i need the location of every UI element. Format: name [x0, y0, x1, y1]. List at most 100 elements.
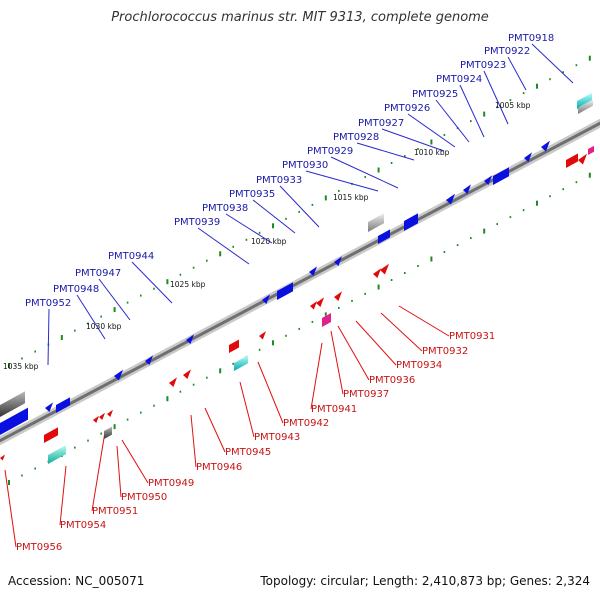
reverse-gene-arrow[interactable] [316, 297, 324, 307]
reverse-gene-label[interactable]: PMT0946 [196, 462, 242, 473]
reverse-gene-arrow[interactable] [107, 409, 113, 417]
reverse-gene-arrow[interactable] [373, 268, 381, 278]
forward-gene-label[interactable]: PMT0935 [229, 189, 275, 200]
rna-feature-block[interactable] [577, 92, 592, 109]
pseudo-gene-block[interactable] [578, 99, 593, 114]
forward-gene-labels: PMT0918 PMT0922 PMT0923 PMT0924 PMT0925 PMT09… [25, 33, 554, 309]
reverse-gene-arrow[interactable] [578, 153, 587, 165]
reverse-gene-arrow[interactable] [259, 331, 266, 340]
reverse-gene-label[interactable]: PMT0945 [225, 447, 271, 458]
forward-gene-arrow[interactable] [262, 294, 270, 304]
lower-tick [390, 279, 393, 281]
reverse-gene-label[interactable]: PMT0941 [311, 404, 357, 415]
forward-gene-block[interactable] [493, 167, 509, 185]
upper-tick [8, 363, 10, 368]
reverse-gene-block[interactable] [566, 153, 578, 168]
forward-gene-block[interactable] [56, 397, 70, 413]
reverse-gene-arrow[interactable] [310, 301, 317, 310]
kbp-label: 1005 kbp [495, 101, 531, 110]
reverse-gene-arrow[interactable] [93, 415, 99, 423]
forward-gene-label[interactable]: PMT0926 [384, 103, 430, 114]
reverse-gene-arrow[interactable] [0, 454, 5, 461]
rna-feature-block[interactable] [234, 355, 248, 371]
reverse-gene-arrow[interactable] [380, 263, 389, 275]
forward-gene-label[interactable]: PMT0939 [174, 217, 220, 228]
reverse-gene-label[interactable]: PMT0932 [422, 346, 468, 357]
forward-gene-arrow[interactable] [484, 175, 492, 185]
reverse-gene-label[interactable]: PMT0931 [449, 331, 495, 342]
lower-tick [206, 376, 208, 379]
forward-gene-label[interactable]: PMT0933 [256, 175, 302, 186]
forward-gene-arrow[interactable] [114, 369, 123, 381]
forward-gene-block[interactable] [0, 407, 28, 435]
forward-gene-label[interactable]: PMT0947 [75, 268, 121, 279]
lower-tick [126, 418, 129, 421]
reverse-gene-label[interactable]: PMT0954 [60, 520, 106, 531]
pseudo-gene-block[interactable] [368, 213, 384, 232]
forward-connector [381, 128, 445, 152]
lower-tick [74, 446, 76, 449]
kbp-label: 1030 kbp [86, 322, 122, 331]
reverse-gene-label[interactable]: PMT0956 [16, 542, 62, 553]
forward-gene-block[interactable] [404, 213, 418, 231]
forward-connector [279, 185, 320, 228]
upper-tick [549, 78, 551, 81]
forward-gene-label[interactable]: PMT0938 [202, 203, 248, 214]
reverse-gene-block[interactable] [44, 427, 58, 443]
forward-gene-arrow[interactable] [309, 266, 317, 276]
reverse-connector [91, 431, 106, 512]
reverse-connector [59, 465, 67, 526]
forward-gene-block[interactable] [277, 282, 293, 300]
lower-tick [483, 228, 486, 234]
upper-tick [575, 64, 578, 67]
forward-gene-label[interactable]: PMT0924 [436, 74, 482, 85]
forward-gene-label[interactable]: PMT0929 [307, 146, 353, 157]
reverse-gene-label[interactable]: PMT0943 [254, 432, 300, 443]
lower-tick [364, 292, 366, 295]
forward-gene-block[interactable] [378, 229, 390, 244]
reverse-gene-label[interactable]: PMT0949 [148, 478, 194, 489]
forward-gene-arrow[interactable] [186, 334, 194, 344]
forward-gene-label[interactable]: PMT0948 [53, 284, 99, 295]
forward-gene-arrow[interactable] [524, 152, 532, 162]
reverse-gene-arrow[interactable] [334, 291, 342, 301]
forward-gene-label[interactable]: PMT0952 [25, 298, 71, 309]
reverse-gene-label[interactable]: PMT0950 [121, 492, 167, 503]
forward-gene-block-top [493, 164, 513, 176]
forward-gene-label[interactable]: PMT0944 [108, 251, 154, 262]
forward-gene-arrow[interactable] [45, 402, 53, 412]
reverse-gene-block[interactable] [229, 339, 239, 354]
reverse-gene-label[interactable]: PMT0936 [369, 375, 415, 386]
reverse-connector [355, 320, 397, 366]
forward-gene-label[interactable]: PMT0922 [484, 46, 530, 57]
gene-features [0, 89, 598, 464]
reverse-gene-arrow[interactable] [183, 369, 191, 379]
reverse-gene-block[interactable] [322, 313, 331, 327]
forward-gene-label[interactable]: PMT0928 [333, 132, 379, 143]
reverse-gene-arrow[interactable] [99, 412, 105, 420]
forward-gene-label[interactable]: PMT0923 [460, 60, 506, 71]
forward-gene-arrow[interactable] [145, 355, 153, 365]
forward-gene-label[interactable]: PMT0925 [412, 89, 458, 100]
pseudo-gene-block[interactable] [0, 391, 25, 417]
reverse-gene-label[interactable]: PMT0951 [92, 506, 138, 517]
reverse-gene-block[interactable] [588, 145, 594, 155]
rna-feature-block[interactable] [48, 445, 66, 464]
forward-gene-arrow[interactable] [334, 256, 342, 266]
forward-connector [407, 113, 456, 148]
reverse-gene-label[interactable]: PMT0937 [343, 389, 389, 400]
forward-gene-label[interactable]: PMT0927 [358, 118, 404, 129]
reverse-gene-label[interactable]: PMT0934 [396, 360, 442, 371]
forward-gene-arrow[interactable] [463, 184, 471, 194]
forward-gene-label[interactable]: PMT0918 [508, 33, 554, 44]
upper-tick [100, 315, 102, 318]
reverse-gene-block-top [566, 150, 582, 160]
forward-gene-arrow[interactable] [541, 140, 550, 152]
forward-gene-label[interactable]: PMT0930 [282, 160, 328, 171]
lower-tick [575, 181, 578, 184]
pseudo-gene-block[interactable] [104, 426, 112, 439]
lower-tick [496, 223, 498, 226]
reverse-gene-label[interactable]: PMT0942 [283, 418, 329, 429]
reverse-gene-arrow[interactable] [169, 377, 177, 387]
forward-gene-arrow[interactable] [446, 193, 455, 205]
